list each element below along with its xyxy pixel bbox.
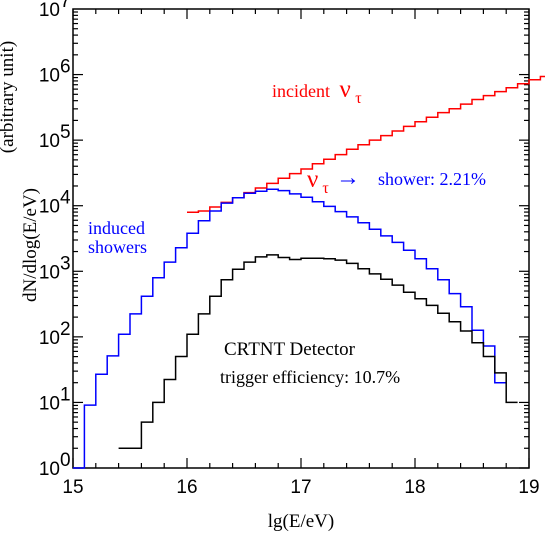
y-tick-exponent: 2 bbox=[60, 319, 71, 340]
x-tick-label: 15 bbox=[62, 477, 83, 498]
x-axis-title: lg(E/eV) bbox=[268, 511, 334, 532]
series-incident-line bbox=[187, 75, 545, 214]
x-tick-label: 18 bbox=[404, 477, 425, 498]
y-tick-exponent: 3 bbox=[60, 253, 71, 274]
series-showers-line bbox=[73, 188, 507, 469]
conversion-arrow-icon: → bbox=[336, 165, 360, 191]
y-tick-exponent: 7 bbox=[60, 0, 71, 12]
y-tick-label: 10 bbox=[39, 459, 60, 480]
y-tick-label: 10 bbox=[39, 197, 60, 218]
conversion-tau-subscript: τ bbox=[322, 180, 329, 197]
x-tick-label: 16 bbox=[176, 477, 197, 498]
incident-label: incident ν τ bbox=[272, 76, 362, 107]
y-tick-label: 10 bbox=[39, 131, 60, 152]
y-axis-title: dN/dlog(E/eV) bbox=[20, 188, 41, 302]
y-tick-label: 10 bbox=[39, 262, 60, 283]
y-tick-exponent: 6 bbox=[60, 57, 71, 78]
y-tick-exponent: 4 bbox=[60, 188, 71, 209]
induced-label-line1: induced bbox=[88, 218, 145, 238]
incident-tau-subscript: τ bbox=[355, 90, 362, 107]
y-axis-unit: (arbitrary unit) bbox=[0, 41, 18, 153]
detector-label-line2: trigger efficiency: 10.7% bbox=[220, 367, 400, 387]
conversion-nu-symbol: ν bbox=[307, 166, 318, 193]
series-trigger-line bbox=[118, 254, 518, 450]
y-tick-label: 10 bbox=[39, 393, 60, 414]
x-tick-label: 17 bbox=[290, 477, 311, 498]
x-tick-labels: 15 16 17 18 19 bbox=[62, 477, 539, 498]
x-tick-label: 19 bbox=[518, 477, 539, 498]
incident-text: incident bbox=[272, 81, 330, 101]
conversion-label: ν τ bbox=[307, 166, 329, 197]
axis-ticks bbox=[72, 9, 530, 469]
detector-label-line1: CRTNT Detector bbox=[224, 339, 356, 360]
incident-nu-symbol: ν bbox=[339, 76, 350, 103]
y-tick-exponent: 5 bbox=[60, 122, 71, 143]
series-group bbox=[73, 75, 545, 469]
conversion-text: shower: 2.21% bbox=[378, 169, 486, 189]
y-tick-label: 10 bbox=[39, 66, 60, 87]
y-tick-label: 10 bbox=[39, 328, 60, 349]
y-tick-exponent: 0 bbox=[60, 450, 71, 471]
induced-label-line2: showers bbox=[88, 237, 147, 257]
y-tick-exponent: 1 bbox=[60, 384, 71, 405]
y-tick-label: 10 bbox=[39, 0, 60, 21]
